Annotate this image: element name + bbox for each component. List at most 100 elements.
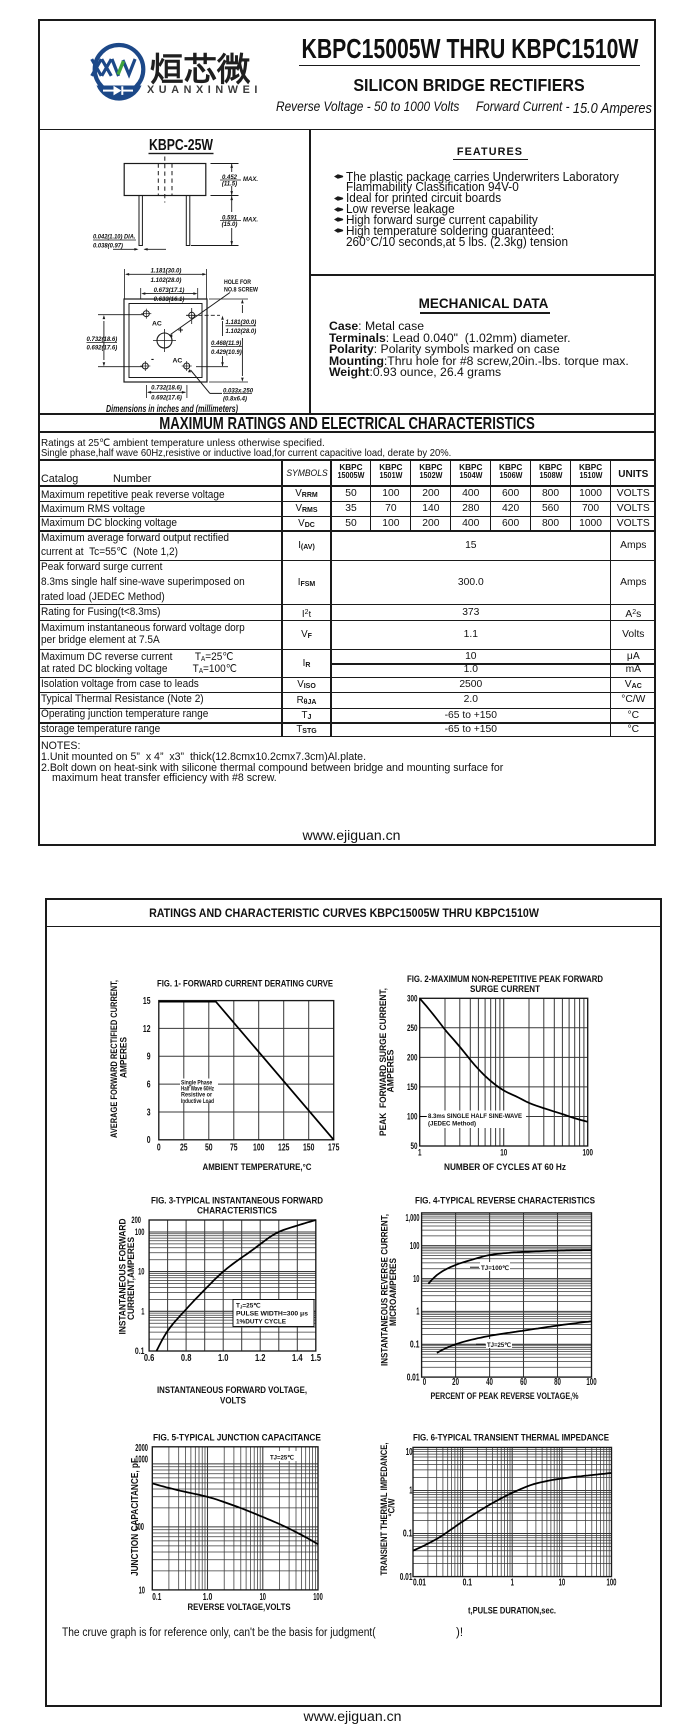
svg-text:TJ=25℃: TJ=25℃ (270, 1454, 295, 1462)
svg-text:0.692(17.6): 0.692(17.6) (151, 396, 182, 402)
svg-text:1.102(28.0): 1.102(28.0) (151, 278, 182, 284)
svg-text:SURGE CURRENT: SURGE CURRENT (470, 984, 540, 994)
svg-text:TJ=25℃: TJ=25℃ (487, 1341, 512, 1349)
svg-text:TRANSIENT THERMAL IMPEDANCE,: TRANSIENT THERMAL IMPEDANCE, (379, 1442, 390, 1575)
svg-text:TJ=25℃: TJ=25℃ (236, 1303, 260, 1310)
svg-text:AVERAGE FORWARD RECTIFIED CURR: AVERAGE FORWARD RECTIFIED CURRENT, (109, 980, 120, 1138)
svg-text:1,000: 1,000 (406, 1213, 420, 1224)
svg-text:0.732(18.6): 0.732(18.6) (87, 337, 118, 343)
svg-text:20: 20 (452, 1377, 459, 1388)
svg-text:CHARACTERISTICS: CHARACTERISTICS (197, 1206, 277, 1216)
svg-text:0.673(17.1): 0.673(17.1) (154, 288, 185, 294)
svg-text:100: 100 (410, 1241, 420, 1252)
svg-text:MAX.: MAX. (243, 177, 258, 183)
svg-text:100: 100 (582, 1147, 593, 1157)
svg-text:Inductive Load: Inductive Load (181, 1098, 214, 1105)
svg-text:0.038(0.97): 0.038(0.97) (93, 243, 123, 249)
svg-text:1.102(28.0): 1.102(28.0) (226, 329, 257, 335)
svg-text:9: 9 (147, 1052, 151, 1063)
svg-text:250: 250 (407, 1023, 418, 1033)
svg-text:Half Wave 60Hz: Half Wave 60Hz (181, 1086, 214, 1093)
svg-text:1: 1 (409, 1486, 413, 1497)
svg-text:150: 150 (303, 1142, 315, 1153)
svg-text:0.033x.250: 0.033x.250 (223, 388, 254, 394)
svg-text:MICROAMPERES: MICROAMPERES (388, 1258, 398, 1326)
svg-text:1%DUTY CYCLE: 1%DUTY CYCLE (236, 1319, 287, 1326)
svg-text:1.4: 1.4 (292, 1353, 303, 1364)
svg-text:1.181(30.0): 1.181(30.0) (226, 320, 257, 326)
svg-text:Resistive or: Resistive or (181, 1092, 213, 1099)
svg-text:KBPC-25W: KBPC-25W (149, 137, 214, 154)
svg-text:0.1: 0.1 (403, 1529, 413, 1540)
svg-text:CURRENT,AMPERES: CURRENT,AMPERES (126, 1236, 137, 1320)
svg-text:1000: 1000 (135, 1455, 148, 1466)
svg-text:100: 100 (134, 1522, 144, 1533)
svg-text:40: 40 (486, 1377, 493, 1388)
svg-text:0.8: 0.8 (181, 1353, 192, 1364)
svg-text:0.692(17.6): 0.692(17.6) (87, 346, 118, 352)
svg-text:AMBIENT TEMPERATURE,°C: AMBIENT TEMPERATURE,°C (203, 1162, 312, 1173)
svg-text:0.1: 0.1 (135, 1346, 145, 1356)
svg-text:FIG. 3-TYPICAL INSTANTANEOUS F: FIG. 3-TYPICAL INSTANTANEOUS FORWARD (151, 1196, 323, 1206)
svg-text:FIG. 1- FORWARD CURRENT DERATI: FIG. 1- FORWARD CURRENT DERATING CURVE (157, 979, 333, 989)
svg-text:15: 15 (143, 996, 151, 1007)
svg-text:0.1: 0.1 (463, 1577, 473, 1588)
svg-text:0.01: 0.01 (407, 1372, 420, 1383)
svg-text:1.0: 1.0 (218, 1353, 229, 1364)
svg-text:PERCENT OF PEAK REVERSE VOLTAG: PERCENT OF PEAK REVERSE VOLTAGE,% (431, 1391, 579, 1402)
svg-text:AC: AC (173, 358, 183, 365)
svg-text:100: 100 (313, 1592, 323, 1603)
svg-text:HOLE FOR: HOLE FOR (224, 279, 251, 286)
svg-text:200: 200 (131, 1215, 141, 1225)
svg-text:0.6: 0.6 (144, 1353, 155, 1364)
svg-text:Single Phase: Single Phase (181, 1080, 213, 1087)
svg-text:0: 0 (147, 1135, 151, 1146)
svg-text:10: 10 (500, 1147, 507, 1157)
svg-text:0.1: 0.1 (152, 1592, 161, 1603)
svg-text:REVERSE VOLTAGE,VOLTS: REVERSE VOLTAGE,VOLTS (188, 1602, 291, 1613)
svg-text:75: 75 (230, 1142, 238, 1153)
svg-text:6: 6 (147, 1080, 151, 1091)
svg-text:3: 3 (147, 1107, 151, 1118)
svg-text:NUMBER OF CYCLES AT 60 Hz: NUMBER OF CYCLES AT 60 Hz (444, 1162, 566, 1173)
svg-text:100: 100 (253, 1142, 265, 1153)
svg-text:200: 200 (407, 1052, 418, 1062)
svg-text:300: 300 (407, 993, 418, 1003)
svg-text:100: 100 (407, 1111, 418, 1121)
svg-text:FIG. 2-MAXIMUM NON-REPETITIVE: FIG. 2-MAXIMUM NON-REPETITIVE PEAK FORWA… (407, 974, 603, 984)
svg-text:t,PULSE DURATION,sec.: t,PULSE DURATION,sec. (468, 1605, 556, 1616)
svg-text:(0.8x6.4): (0.8x6.4) (223, 396, 247, 402)
svg-text:MAX.: MAX. (243, 218, 258, 224)
svg-text:1.0: 1.0 (203, 1592, 213, 1603)
svg-text:+: + (178, 325, 183, 335)
svg-text:100: 100 (135, 1227, 145, 1237)
svg-text:NO.8 SCREW: NO.8 SCREW (224, 287, 258, 294)
svg-text:INSTANTANEOUS FORWARD: INSTANTANEOUS FORWARD (118, 1218, 129, 1334)
svg-text:100: 100 (586, 1377, 596, 1388)
svg-text:10: 10 (413, 1274, 419, 1285)
svg-text:1.2: 1.2 (255, 1353, 266, 1364)
svg-text:INSTANTANEOUS REVERSE CURRENT,: INSTANTANEOUS REVERSE CURRENT, (379, 1214, 390, 1366)
svg-text:12: 12 (143, 1024, 151, 1035)
svg-text:10: 10 (406, 1447, 413, 1458)
svg-text:0.468(11.9): 0.468(11.9) (211, 341, 241, 347)
svg-text:0.01: 0.01 (413, 1577, 426, 1588)
svg-text:100: 100 (607, 1577, 617, 1588)
svg-text:PULSE WIDTH=300 μs: PULSE WIDTH=300 μs (236, 1311, 308, 1318)
svg-text:0.732(18.6): 0.732(18.6) (151, 386, 182, 392)
svg-text:8.3ms SINGLE HALF SINE-WAVE: 8.3ms SINGLE HALF SINE-WAVE (428, 1113, 523, 1120)
svg-text:JUNCTION CAPACITANCE, pF: JUNCTION CAPACITANCE, pF (130, 1458, 141, 1576)
svg-text:(JEDEC Method): (JEDEC Method) (428, 1121, 476, 1128)
svg-text:FIG. 4-TYPICAL REVERSE CHARACT: FIG. 4-TYPICAL REVERSE CHARACTERISTICS (415, 1196, 595, 1206)
svg-text:Dimensions in inches and (mill: Dimensions in inches and (millimeters) (106, 404, 238, 415)
svg-text:AMPERES: AMPERES (119, 1036, 130, 1078)
svg-text:50: 50 (205, 1142, 213, 1153)
svg-text:1: 1 (416, 1307, 420, 1318)
svg-text:175: 175 (328, 1142, 340, 1153)
svg-text:10: 10 (138, 1267, 144, 1277)
svg-text:60: 60 (520, 1377, 527, 1388)
svg-text:0.633(16.1): 0.633(16.1) (154, 297, 185, 303)
svg-text:1: 1 (511, 1577, 515, 1588)
svg-text:1.5: 1.5 (311, 1353, 322, 1364)
svg-text:0: 0 (157, 1142, 161, 1153)
